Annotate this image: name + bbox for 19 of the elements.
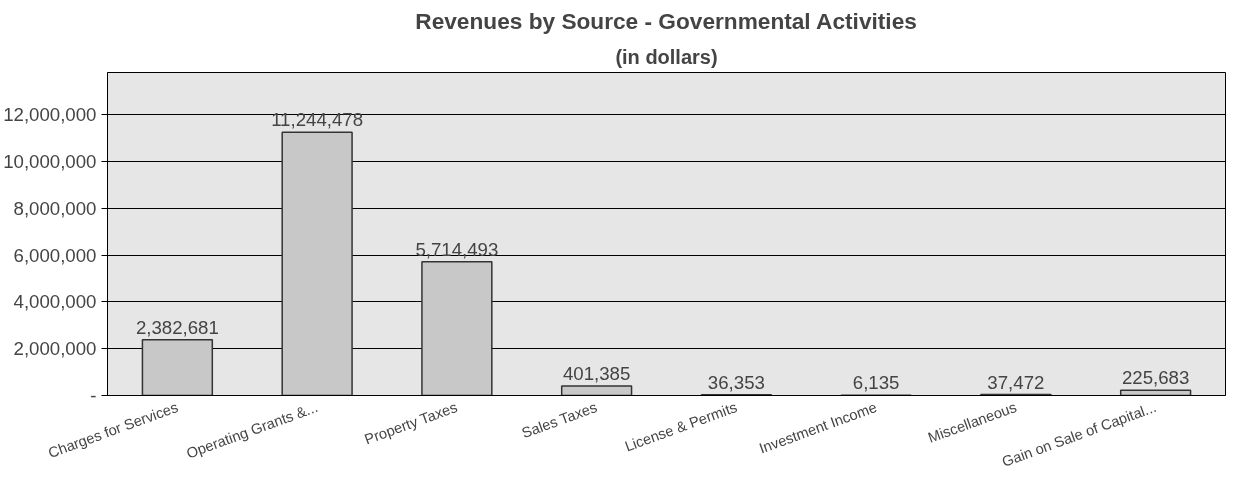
data-label: 6,135: [852, 372, 900, 394]
data-label: 37,472: [987, 371, 1045, 393]
data-label: 11,244,478: [271, 109, 364, 131]
data-label: 225,683: [1121, 367, 1190, 389]
chart-title: Revenues by Source - Governmental Activities: [415, 7, 917, 34]
y-tick-label: 10,000,000: [3, 150, 97, 172]
chart-subtitle: (in dollars): [615, 45, 718, 68]
data-label: 401,385: [562, 363, 631, 385]
y-tick-label: 4,000,000: [13, 291, 97, 313]
x-tick-label: License & Permits: [622, 398, 740, 455]
y-tick-label: 6,000,000: [13, 244, 97, 266]
data-label: 5,714,493: [415, 238, 499, 260]
data-label: 2,382,681: [135, 316, 219, 338]
data-label: 36,353: [707, 371, 765, 393]
y-tick-label: -: [90, 385, 97, 406]
y-tick-label: 8,000,000: [13, 197, 97, 219]
y-tick-label: 12,000,000: [3, 104, 97, 126]
x-tick-label: Sales Taxes: [519, 399, 600, 442]
y-tick-label: 2,000,000: [13, 338, 97, 360]
